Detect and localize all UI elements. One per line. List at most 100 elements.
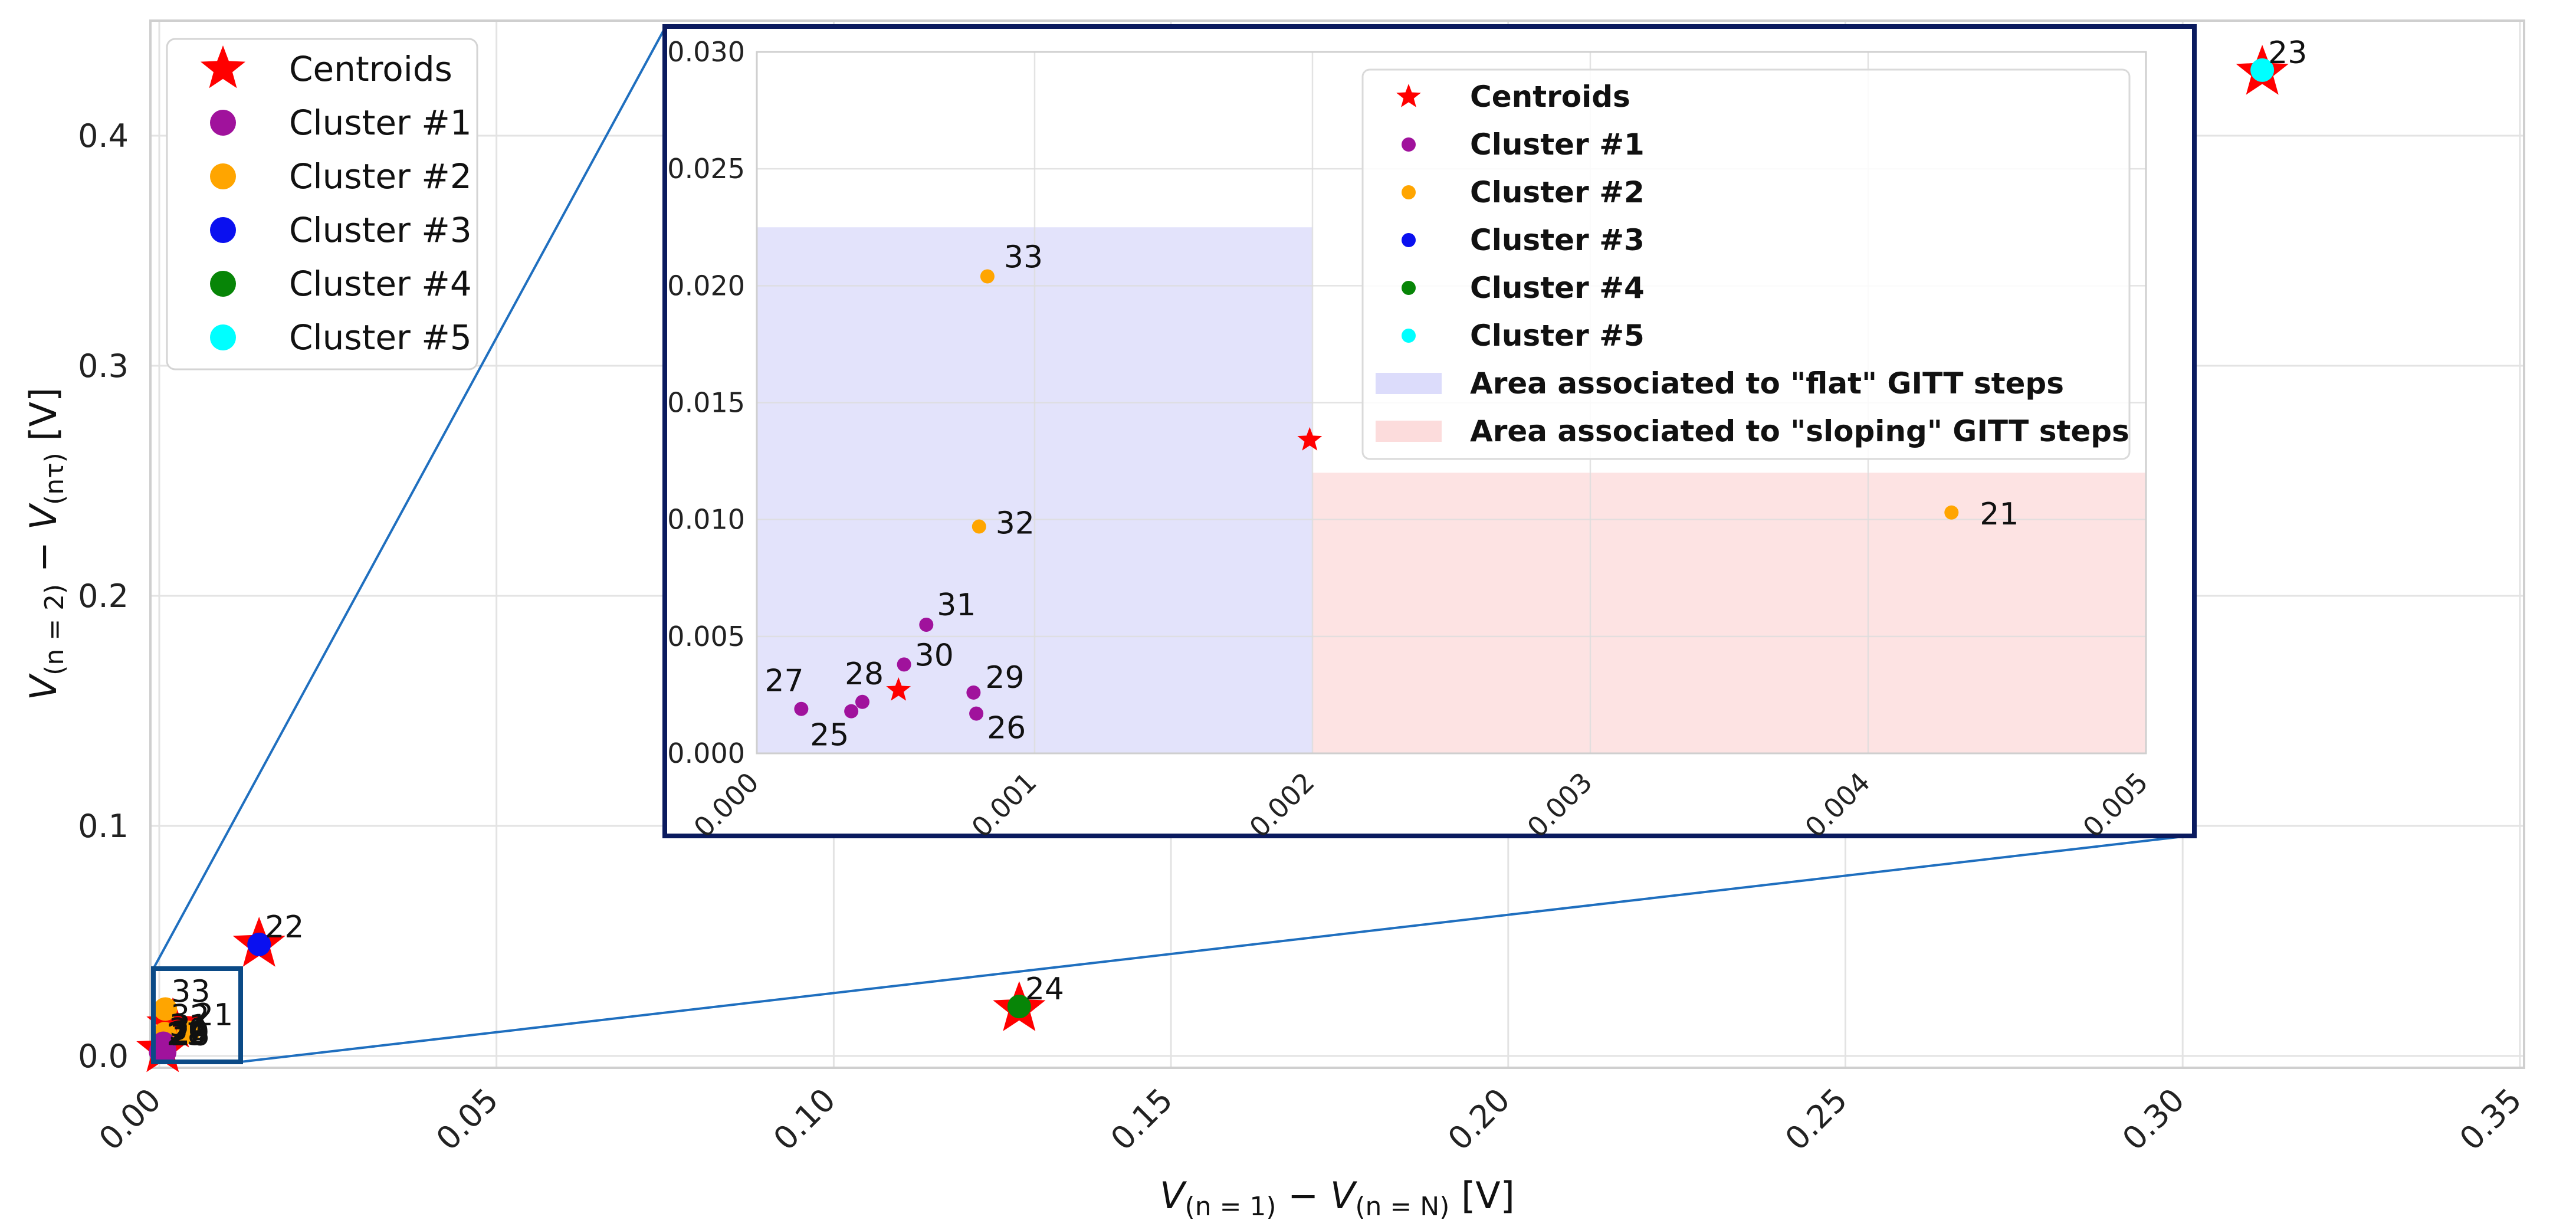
main-legend: Centroids Cluster #1 Cluster #2 Cluster #3 C… <box>166 38 478 370</box>
legend-marker-icon <box>210 110 236 136</box>
inset-legend-marker-icon <box>1402 233 1416 247</box>
inset-point-25 <box>844 704 859 719</box>
main-point-label: 32 <box>170 999 209 1034</box>
inset-legend-label: Cluster #4 <box>1470 271 1645 305</box>
main-legend-label: Centroids <box>289 49 452 89</box>
main-legend-label: Cluster #2 <box>289 156 472 196</box>
inset-point-26 <box>969 706 984 721</box>
main-legend-label: Cluster #5 <box>289 317 472 357</box>
main-point-label: 31 <box>169 1009 208 1044</box>
main-point-21 <box>176 1020 201 1044</box>
inset-point-label: 33 <box>1004 240 1043 275</box>
inset-legend-star-icon <box>1396 84 1421 107</box>
main-point-label: 25 <box>167 1017 206 1052</box>
inset-legend-marker-icon <box>1402 281 1416 295</box>
inset-point-label: 27 <box>764 664 803 699</box>
main-point-label: 23 <box>2268 35 2307 71</box>
inset-point-28 <box>855 694 869 709</box>
inset-legend-patch-icon <box>1376 373 1442 394</box>
inset-legend-marker-icon <box>1402 137 1416 152</box>
main-point-label: 27 <box>166 1017 205 1052</box>
main-point-31 <box>151 1031 175 1055</box>
main-y-tick-label: 0.1 <box>78 808 129 845</box>
inset-legend-label: Cluster #1 <box>1470 127 1645 162</box>
legend-marker-icon <box>210 163 236 189</box>
main-point-24 <box>1007 995 1031 1019</box>
main-x-tick-label: 0.20 <box>1440 1081 1517 1158</box>
main-point-23 <box>2250 58 2275 82</box>
inset-y-tick-label: 0.025 <box>667 153 745 185</box>
legend-marker-icon <box>210 217 236 243</box>
main-point-label: 29 <box>170 1015 209 1051</box>
inset-axes-frame <box>756 51 2147 755</box>
main-point-33 <box>153 997 178 1021</box>
main-legend-label: Cluster #3 <box>289 210 472 250</box>
inset-point-label: 29 <box>985 660 1024 696</box>
main-point-label: 33 <box>171 974 210 1009</box>
main-point-label: 24 <box>1025 972 1064 1007</box>
legend-star-icon <box>201 45 245 88</box>
inset-point-label: 26 <box>987 711 1026 746</box>
legend-marker-icon <box>210 324 236 350</box>
inset-point-label: 32 <box>996 506 1035 542</box>
inset-legend-marker-icon <box>1402 185 1416 199</box>
main-y-tick-label: 0.4 <box>78 117 129 155</box>
inset-y-tick-label: 0.030 <box>667 36 745 68</box>
inset-point-21 <box>1944 505 1959 520</box>
main-legend-label: Cluster #4 <box>289 264 472 304</box>
inset-point-label: 31 <box>937 588 976 623</box>
inset-region <box>1312 473 2146 753</box>
main-y-tick-label: 0.0 <box>78 1038 129 1075</box>
main-y-tick-label: 0.3 <box>78 347 129 385</box>
main-point-label: 21 <box>194 998 233 1033</box>
inset-legend-label: Area associated to "sloping" GITT steps <box>1470 414 2129 448</box>
main-legend-label: Cluster #1 <box>289 103 472 143</box>
inset-legend-label: Area associated to "flat" GITT steps <box>1470 366 2064 401</box>
main-plot-frame <box>149 19 2525 1069</box>
inset-point-label: 21 <box>1980 497 2019 532</box>
main-point-22 <box>247 932 271 956</box>
inset-chart: 0.000 0.001 0.002 0.003 0.004 0.0050.0000.005… <box>662 24 2197 844</box>
inset-y-tick-label: 0.005 <box>667 621 745 652</box>
main-point-label: 28 <box>168 1016 207 1051</box>
main-x-tick-label: 0.10 <box>766 1081 843 1158</box>
legend-marker-icon <box>210 271 236 297</box>
zoom-connectors <box>151 27 2194 1064</box>
inset-legend-marker-icon <box>1402 329 1416 343</box>
inset-y-tick-label: 0.010 <box>667 504 745 536</box>
inset-point-32 <box>972 519 986 534</box>
inset-point-30 <box>897 657 911 672</box>
main-x-tick-label: 0.05 <box>429 1081 506 1158</box>
y-axis-title: V(n = 2) − V(nτ) [V] <box>22 388 70 701</box>
zoom-connector-top <box>152 27 667 969</box>
main-x-tick-label: 0.15 <box>1104 1081 1180 1158</box>
zoom-connector-bottom <box>240 834 2194 1063</box>
inset-centroid-star <box>1297 427 1323 451</box>
inset-point-27 <box>794 701 809 716</box>
main-point-label: 26 <box>170 1018 209 1053</box>
inset-legend-label: Cluster #2 <box>1470 175 1645 209</box>
inset-legend-frame <box>1361 68 2131 460</box>
inset-centroid-star <box>886 677 911 701</box>
main-legend-frame <box>166 38 478 370</box>
inset-point-31 <box>919 618 934 632</box>
inset-y-tick-label: 0.020 <box>667 270 745 301</box>
main-x-tick-label: 0.35 <box>2453 1081 2529 1158</box>
inset-point-33 <box>980 269 995 284</box>
inset-y-tick-label: 0.000 <box>667 737 745 769</box>
main-x-tick-label: 0.25 <box>1778 1081 1855 1158</box>
main-x-tick-label: 0.30 <box>2115 1081 2192 1158</box>
main-point-label: 22 <box>265 910 304 945</box>
main-x-tick-label: 0.00 <box>92 1081 169 1158</box>
inset-point-29 <box>966 685 981 700</box>
main-y-tick-label: 0.2 <box>78 578 129 615</box>
inset-legend-label: Centroids <box>1470 80 1630 114</box>
zoom-box <box>151 966 243 1064</box>
main-point-label: 30 <box>169 1012 208 1048</box>
inset-legend-patch-icon <box>1376 421 1442 442</box>
inset-y-tick-label: 0.015 <box>667 387 745 419</box>
inset-legend-label: Cluster #3 <box>1470 223 1645 257</box>
inset-point-label: 28 <box>845 657 884 692</box>
